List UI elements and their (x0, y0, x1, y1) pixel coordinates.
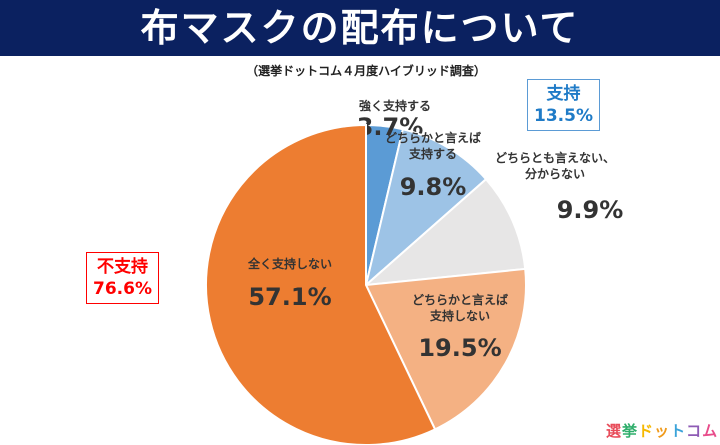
group-value: 76.6% (93, 279, 152, 299)
slice-value-label: 19.5% (418, 334, 501, 362)
slice-value-label: 57.1% (248, 283, 331, 311)
chart-subtitle: （選挙ドットコム４月度ハイブリッド調査） (246, 64, 486, 78)
slice-label: どちらかと言えば支持しない (412, 292, 508, 323)
group-label: 不支持 (96, 257, 148, 277)
pie-slice (364, 267, 527, 431)
pie-slice (363, 177, 527, 287)
slice-label: 全く支持しない (247, 256, 332, 271)
logo: 選挙ドットコム (606, 422, 719, 440)
slice-label: どちらかと言えば支持する (385, 130, 481, 161)
support-group-box: 支持 13.5% (527, 79, 600, 131)
oppose-group-box: 不支持 76.6% (86, 252, 159, 304)
group-value: 13.5% (534, 106, 593, 126)
group-label: 支持 (546, 84, 581, 104)
slice-label: 強く支持する (359, 98, 431, 113)
pie-slice (364, 128, 488, 288)
slice-value-label: 9.9% (557, 196, 624, 224)
slice-label: どちらとも言えない、分からない (495, 150, 615, 181)
slice-value-label: 9.8% (400, 173, 467, 201)
chart-title: 布マスクの配布について (0, 0, 720, 56)
